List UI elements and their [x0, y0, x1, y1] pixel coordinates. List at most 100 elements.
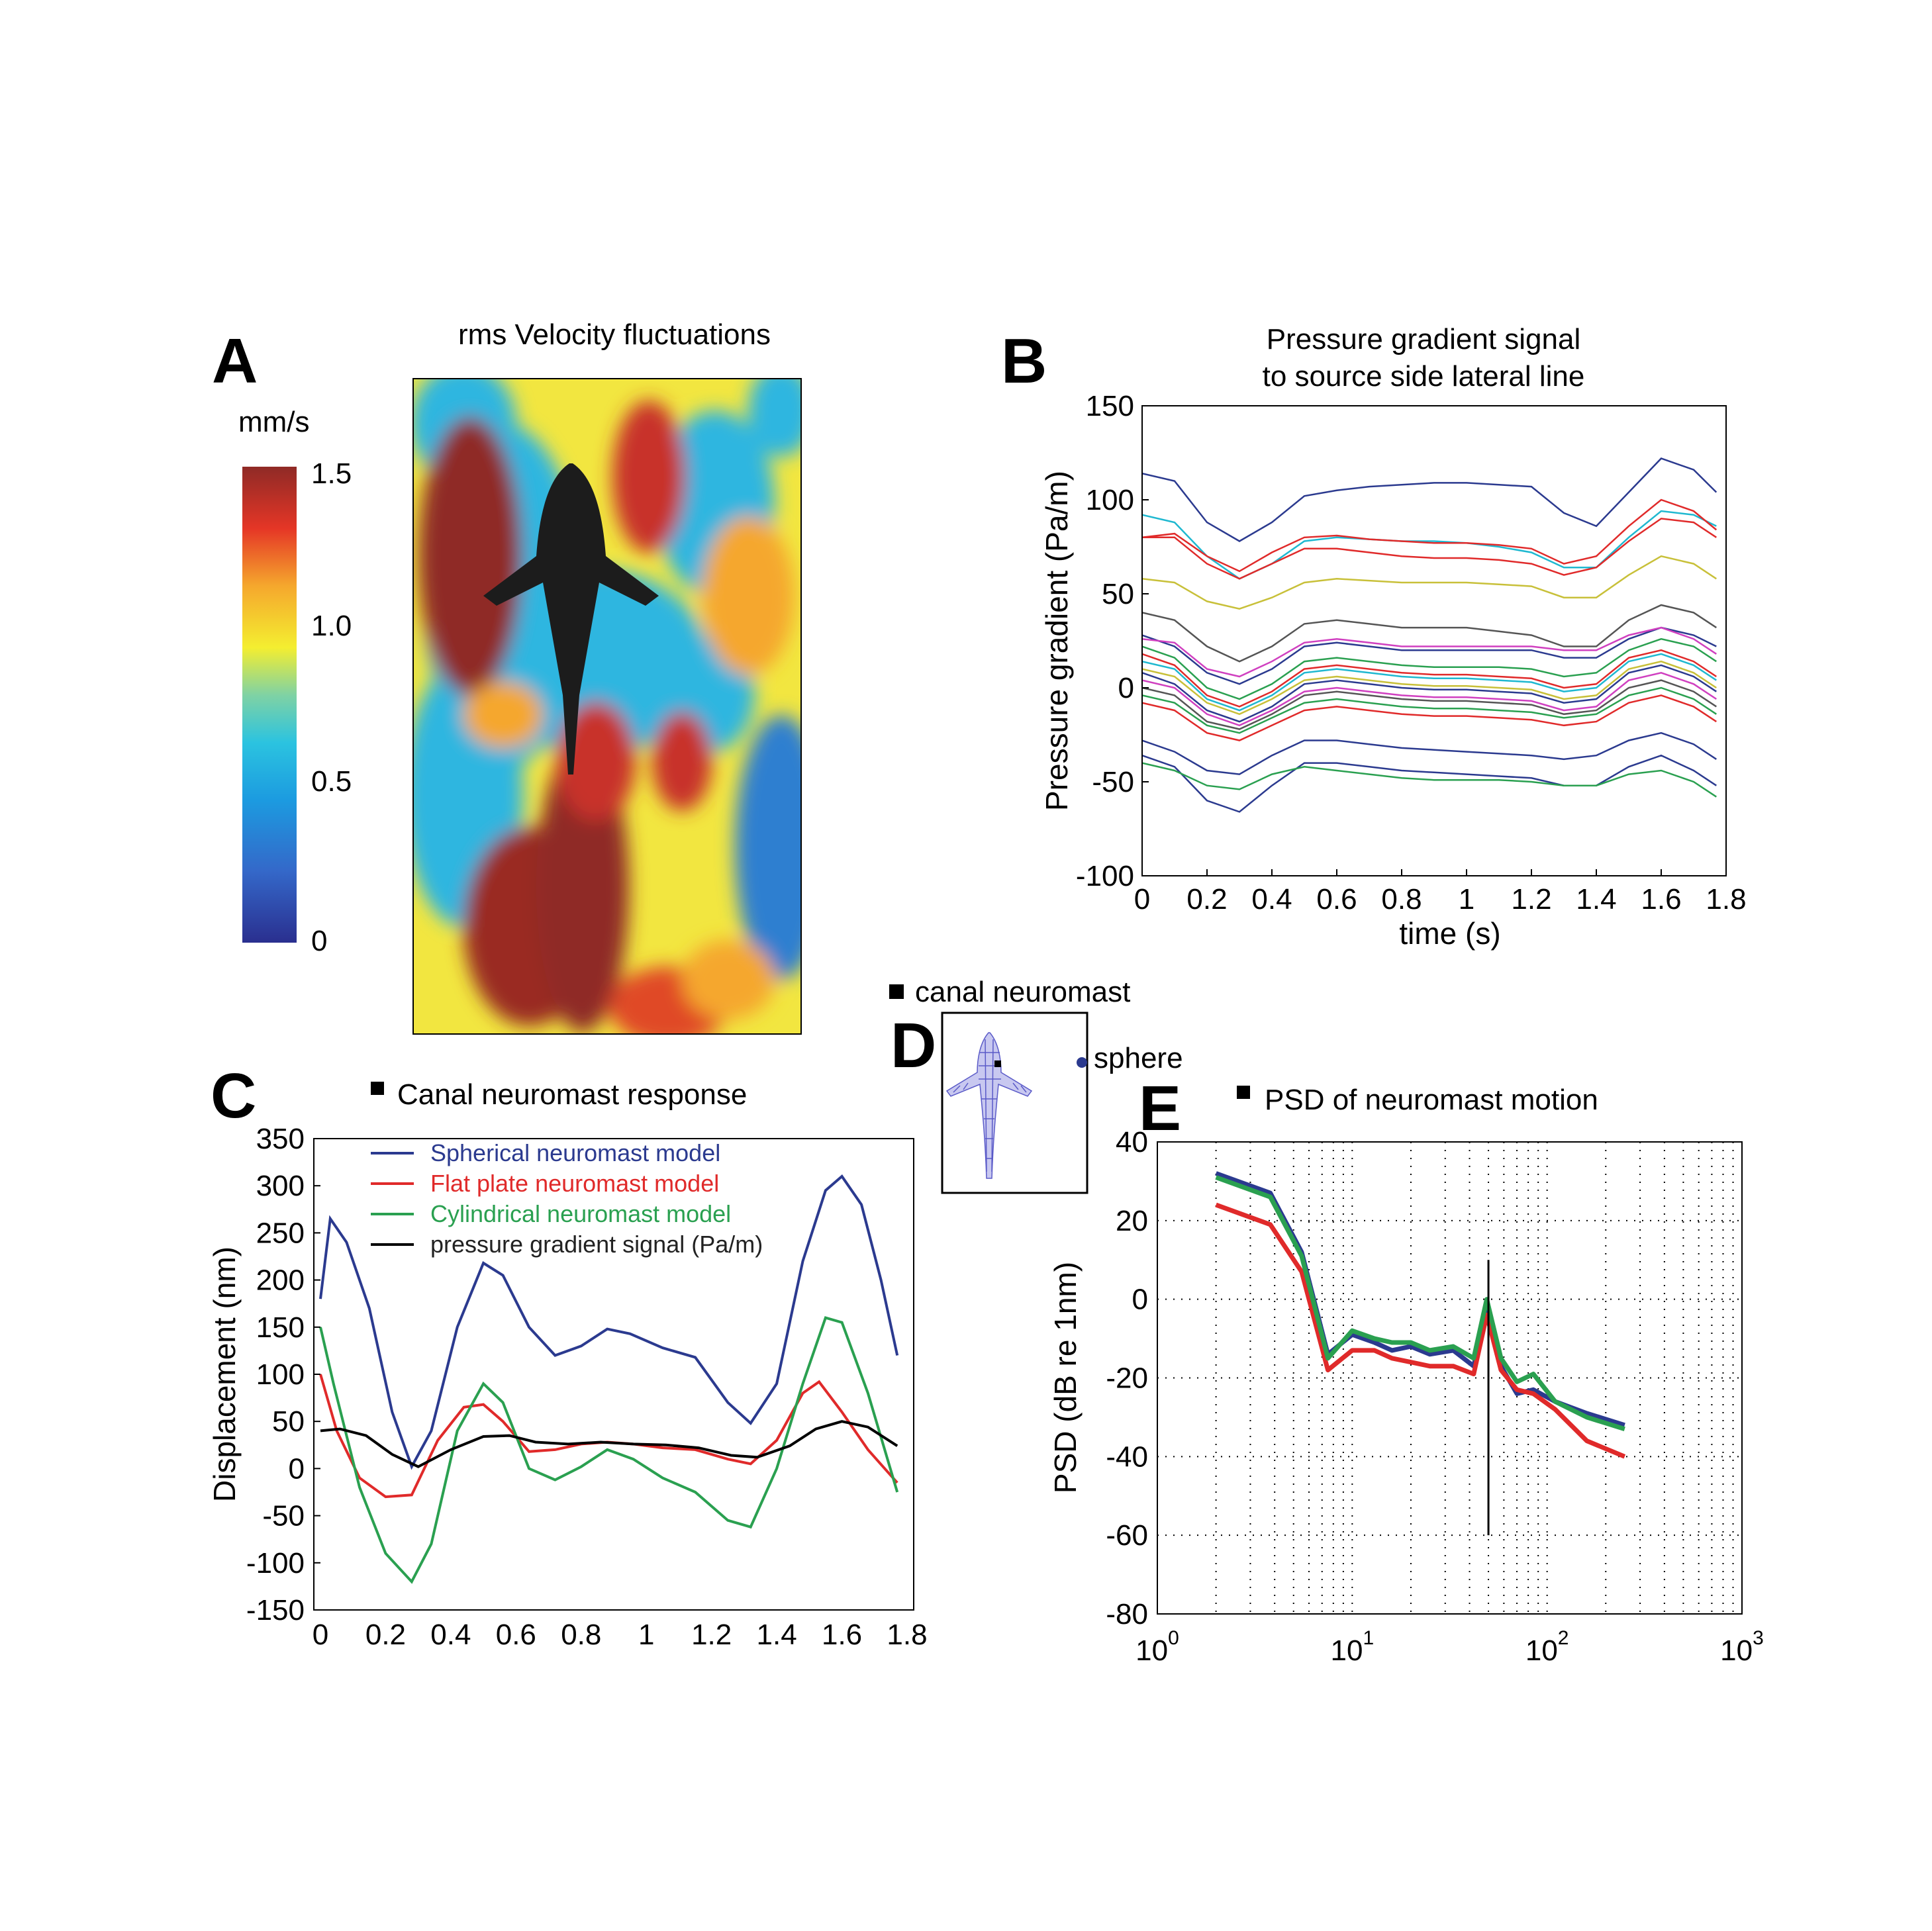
chart-e-ytick-label: 40 [1116, 1126, 1148, 1158]
chart-b-series-line [1142, 604, 1717, 663]
chart-b-xtick-label: 0.4 [1251, 883, 1292, 916]
panel-d: canal neuromast D sphere [889, 976, 1183, 1194]
chart-b-series-line [1142, 626, 1717, 685]
chart-e-xtick-label: 101 [1331, 1627, 1375, 1667]
panel-letter-c: C [211, 1060, 256, 1131]
chart-b-series-line [1142, 762, 1717, 798]
chart-c-ytick-label: 200 [256, 1264, 305, 1297]
chart-c-ytick-label: 350 [256, 1123, 305, 1155]
colorbar-tick-0-5: 0.5 [311, 765, 352, 798]
chart-c-ytick-label: -100 [246, 1547, 305, 1579]
chart-c-xtick-label: 1.2 [691, 1619, 732, 1651]
chart-b-ytick-label: 50 [1102, 578, 1134, 610]
sphere-marker [1077, 1057, 1087, 1068]
chart-c-title: Canal neuromast response [397, 1078, 747, 1111]
chart-e-ytick-label: 20 [1116, 1205, 1148, 1237]
chart-e-xtick-label: 100 [1135, 1627, 1179, 1667]
chart-b-ylabel: Pressure gradient (Pa/m) [1039, 471, 1074, 811]
chart-b-series-line [1142, 626, 1717, 678]
chart-c-legend-label: Cylindrical neuromast model [430, 1200, 731, 1227]
chart-b-series-line [1142, 653, 1717, 712]
panel-letter-d: D [891, 1010, 936, 1081]
chart-b-xtick-label: 1.2 [1511, 883, 1551, 916]
fish-model-frame [941, 1012, 1088, 1194]
panel-a: A rms Velocity fluctuations mm/s 1.5 1.0… [212, 318, 802, 1035]
panel-letter-a: A [212, 326, 258, 397]
chart-e-series-line [1215, 1202, 1626, 1459]
chart-e-ytick-label: -80 [1106, 1598, 1148, 1630]
chart-b-series-line [1142, 686, 1717, 734]
chart-e-ytick-label: -40 [1106, 1440, 1148, 1473]
chart-c-series-line [319, 1174, 899, 1470]
chart-b-series-line [1142, 510, 1717, 580]
canal-neuromast-point [994, 1060, 1001, 1067]
chart-c-xtick-label: 0.6 [496, 1619, 536, 1651]
chart-c-xtick-label: 1.6 [822, 1619, 862, 1651]
canal-neuromast-label: canal neuromast [915, 976, 1130, 1008]
sphere-label: sphere [1094, 1042, 1183, 1074]
chart-c-xtick-label: 0.8 [561, 1619, 601, 1651]
chart-c-xtick-label: 0 [313, 1619, 328, 1651]
chart-c-xtick-label: 1 [638, 1619, 654, 1651]
chart-e-xtick-label: 103 [1720, 1627, 1764, 1667]
chart-e-ytick-label: -20 [1106, 1362, 1148, 1395]
chart-c-xtick-label: 0.2 [365, 1619, 406, 1651]
chart-c-ytick-label: -150 [246, 1594, 305, 1626]
chart-b-series-line [1142, 637, 1717, 700]
canal-neuromast-marker [889, 984, 904, 999]
chart-b-series-line [1142, 694, 1717, 741]
chart-c-ytick-label: 100 [256, 1358, 305, 1391]
chart-b-xtick-label: 0.6 [1316, 883, 1357, 916]
chart-b-title-line-2: to source side lateral line [1263, 360, 1585, 393]
chart-b-xtick-label: 1 [1459, 883, 1474, 916]
panel-letter-e: E [1139, 1073, 1181, 1144]
chart-b-series-line [1142, 518, 1717, 580]
chart-c-xtick-label: 1.8 [887, 1619, 927, 1651]
chart-c-series-line [320, 1420, 898, 1468]
chart-c-series-line [319, 1374, 898, 1499]
chart-e-series-line [1215, 1175, 1625, 1432]
chart-e-ytick-label: 0 [1132, 1284, 1148, 1316]
chart-b-series-line [1142, 664, 1717, 723]
chart-c-xtick-label: 1.4 [757, 1619, 797, 1651]
chart-b-ytick-label: 0 [1118, 672, 1134, 704]
chart-b-xtick-label: 1.6 [1641, 883, 1681, 916]
chart-b-frame [1141, 405, 1727, 876]
chart-e-frame [1157, 1141, 1743, 1615]
chart-b-ytick-label: 100 [1086, 484, 1134, 516]
chart-c-xtick-label: 0.4 [430, 1619, 471, 1651]
panel-letter-b: B [1001, 326, 1047, 397]
chart-b-series-line [1142, 457, 1717, 542]
chart-e-ylabel: PSD (dB re 1nm) [1048, 1262, 1083, 1493]
velocity-heatmap [413, 379, 801, 1034]
chart-b-xtick-label: 1.4 [1576, 883, 1616, 916]
chart-b-series-line [1142, 672, 1717, 727]
colorbar [242, 467, 297, 943]
chart-b-xtick-label: 0.2 [1186, 883, 1227, 916]
panel-a-title: rms Velocity fluctuations [458, 318, 771, 351]
chart-e-title-marker [1237, 1086, 1250, 1099]
fish-silhouette [483, 463, 659, 775]
chart-b-series-line [1142, 649, 1717, 708]
chart-b-xtick-label: 0.8 [1381, 883, 1422, 916]
chart-c-series-line [319, 1316, 899, 1584]
colorbar-tick-1-5: 1.5 [311, 457, 352, 490]
chart-b-series-line [1142, 660, 1717, 716]
panel-c: C Canal neuromast response 0 0.2 0.4 0.6 0.8… [207, 1060, 928, 1651]
chart-c-ytick-label: 50 [272, 1405, 305, 1438]
chart-c-ylabel: Displacement (nm) [207, 1247, 242, 1502]
chart-c-ytick-label: 150 [256, 1311, 305, 1344]
chart-b-ytick-label: 150 [1086, 390, 1134, 422]
chart-b-xtick-label: 0 [1134, 883, 1150, 916]
chart-c-legend-label: pressure gradient signal (Pa/m) [430, 1231, 763, 1258]
panel-e: E PSD of neuromast motion 100 101 102 103 40… [1048, 1073, 1764, 1667]
chart-b-series-line [1142, 679, 1717, 730]
colorbar-unit: mm/s [238, 406, 310, 438]
chart-b-series-line [1142, 731, 1717, 775]
chart-b-xtick-label: 1.8 [1706, 883, 1746, 916]
chart-b-ytick-label: -100 [1076, 860, 1134, 892]
chart-c-title-marker [371, 1082, 384, 1095]
heatmap-frame [412, 378, 802, 1035]
chart-c-ytick-label: 300 [256, 1170, 305, 1202]
